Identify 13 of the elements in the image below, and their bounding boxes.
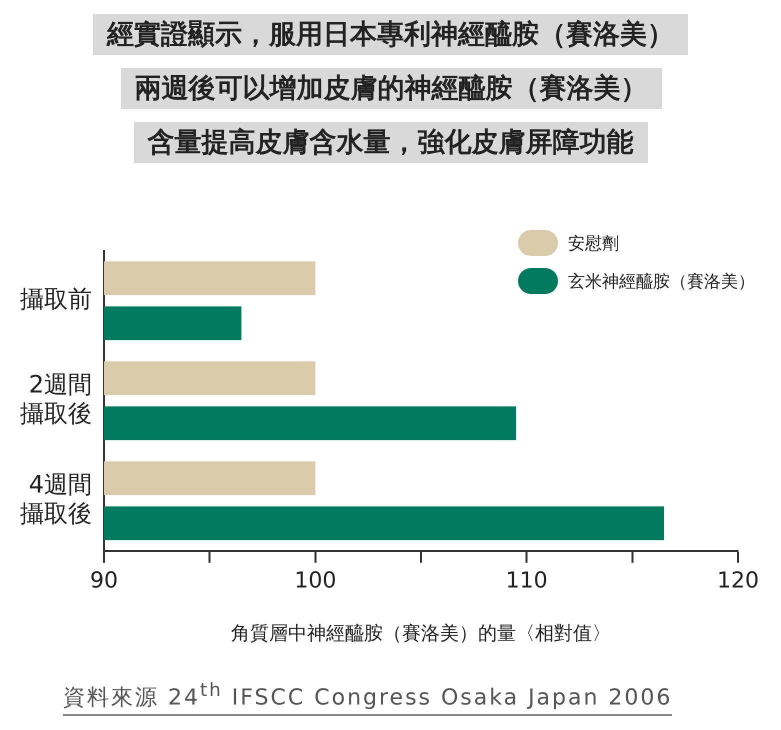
- legend-label: 安慰劑: [568, 232, 619, 254]
- x-tick-label: 110: [506, 568, 548, 594]
- y-tick-label: 2週間攝取後: [20, 370, 92, 428]
- chart-subtitle: 兩週後可以增加皮膚的神經醯胺（賽洛美）含量提高皮膚含水量，強化皮膚屏障功能: [120, 68, 662, 163]
- x-axis-title: 角質層中神經醯胺（賽洛美）的量〈相對值〉: [231, 622, 611, 645]
- x-tick-label: 120: [717, 568, 759, 594]
- x-tick-label: 90: [90, 568, 118, 594]
- legend-label: 玄米神經醯胺（賽洛美）: [568, 270, 755, 292]
- source-note: 資料來源 24$^{th}$ IFSCC Congress Osaka Japan 2006: [63, 680, 672, 716]
- y-tick-label: 攝取前: [20, 285, 92, 314]
- y-tick-label: 4週間攝取後: [20, 470, 92, 528]
- x-tick-label: 100: [294, 568, 336, 594]
- chart-title: 經實證顯示，服用日本專利神經醯胺（賽洛美）: [93, 14, 688, 55]
